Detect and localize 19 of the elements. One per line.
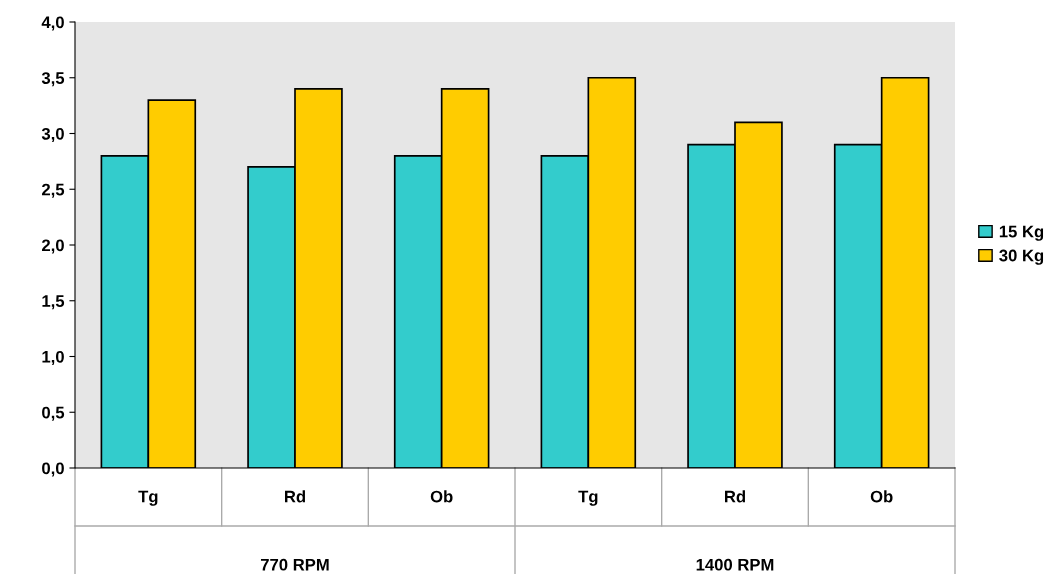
y-tick-label: 3,0 <box>41 127 64 143</box>
y-tick-label: 1,0 <box>42 350 64 366</box>
x-tick-label: Rd <box>285 490 306 503</box>
text: 770 RPM <box>260 558 329 571</box>
y-tick-label: 0,0 <box>42 462 64 477</box>
y-tick-label: 3,5 <box>41 72 65 87</box>
x-tick-label: Tg <box>578 490 598 506</box>
x-tick-label: Ob <box>430 490 453 503</box>
legend-label: 15 Kg <box>999 225 1044 241</box>
y-tick-label: 2,5 <box>41 183 65 198</box>
x-tick-label: Rd <box>725 490 746 503</box>
legend-label: 30 Kg <box>999 249 1044 265</box>
x-tick-label: Ob <box>870 490 893 503</box>
y-tick-label: 0,5 <box>42 406 65 421</box>
y-tick-label: 4,0 <box>41 16 64 31</box>
text: 1400 RPM <box>696 558 774 571</box>
y-tick-label: 2,0 <box>41 239 64 254</box>
y-tick-label: 1,5 <box>42 295 65 310</box>
x-tick-label: Tg <box>138 490 158 506</box>
